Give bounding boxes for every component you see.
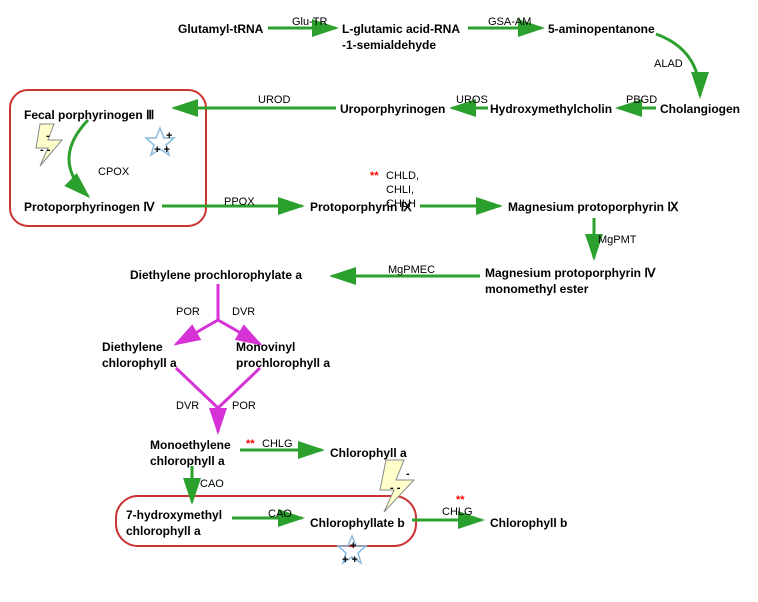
symbol-minus3: - <box>406 468 410 480</box>
enzyme-cao1: CAO <box>200 478 224 490</box>
node-diethylene-chloro1: Diethylene <box>102 340 163 354</box>
enzyme-chlg1-star: ** <box>246 438 255 450</box>
node-hydroxymethyl2: chlorophyll a <box>126 524 201 538</box>
enzyme-dvr2: DVR <box>176 400 199 412</box>
node-diethylene-chloro2: chlorophyll a <box>102 356 177 370</box>
enzyme-chlg2: CHLG <box>442 506 473 518</box>
enzyme-chlh: CHLH <box>386 198 416 210</box>
node-mg-proto-ester1: Magnesium protoporphyrin Ⅳ <box>485 266 655 280</box>
symbol-minus1: - <box>46 130 50 142</box>
node-lglutamic2: -1-semialdehyde <box>342 38 436 52</box>
enzyme-urod: UROD <box>258 94 290 106</box>
node-diethylene-prochloro: Diethylene prochlorophylate a <box>130 268 302 282</box>
enzyme-chlg2-star: ** <box>456 494 465 506</box>
node-chlorophyll-b: Chlorophyll b <box>490 516 567 530</box>
node-uroporphyrinogen: Uroporphyrinogen <box>340 102 445 116</box>
symbol-plus1: + <box>166 130 172 142</box>
enzyme-alad: ALAD <box>654 58 683 70</box>
enzyme-por1: POR <box>176 306 200 318</box>
enzyme-cpox: CPOX <box>98 166 129 178</box>
node-cholangiogen: Cholangiogen <box>660 102 740 116</box>
symbol-plus3: + <box>350 540 356 552</box>
enzyme-chld: CHLD, <box>386 170 419 182</box>
node-monoethylene2: chlorophyll a <box>150 454 225 468</box>
node-glutamyl-trna: Glutamyl-tRNA <box>178 22 263 36</box>
enzyme-mgpmt: MgPMT <box>598 234 637 246</box>
diagram-svg <box>0 0 758 602</box>
symbol-minus2: - - <box>40 144 50 156</box>
enzyme-glu-tr: Glu-TR <box>292 16 327 28</box>
node-hydroxymethylcholin: Hydroxymethylcholin <box>490 102 612 116</box>
node-monoethylene1: Monoethylene <box>150 438 231 452</box>
node-protoporphyrinogen: Protoporphyrinogen Ⅳ <box>24 200 154 214</box>
enzyme-ppox: PPOX <box>224 196 255 208</box>
node-mg-proto-ester2: monomethyl ester <box>485 282 588 296</box>
node-hydroxymethyl1: 7-hydroxymethyl <box>126 508 222 522</box>
enzyme-chlg1: CHLG <box>262 438 293 450</box>
symbol-minus4: - - <box>390 482 400 494</box>
node-lglutamic1: L-glutamic acid-RNA <box>342 22 460 36</box>
enzyme-gsa-am: GSA-AM <box>488 16 531 28</box>
node-chlorophyllate-b: Chlorophyllate b <box>310 516 405 530</box>
enzyme-chli: CHLI, <box>386 184 414 196</box>
node-aminopentanone: 5-aminopentanone <box>548 22 655 36</box>
enzyme-pbgd: PBGD <box>626 94 657 106</box>
node-monovinyl2: prochlorophyll a <box>236 356 330 370</box>
node-mg-protoporphyrin: Magnesium protoporphyrin Ⅸ <box>508 200 678 214</box>
enzyme-chld-star: ** <box>370 170 379 182</box>
enzyme-uros: UROS <box>456 94 488 106</box>
symbol-plus2: + + <box>154 144 170 156</box>
arrow <box>176 320 218 344</box>
enzyme-cao2: CAO <box>268 508 292 520</box>
enzyme-por2: POR <box>232 400 256 412</box>
node-fecal-porphyrinogen: Fecal porphyrinogen Ⅲ <box>24 108 154 122</box>
enzyme-mgpmec: MgPMEC <box>388 264 435 276</box>
node-chlorophyll-a: Chlorophyll a <box>330 446 407 460</box>
node-monovinyl1: Monovinyl <box>236 340 295 354</box>
symbol-plus4: + + <box>342 554 358 566</box>
enzyme-dvr1: DVR <box>232 306 255 318</box>
arrow-cpox <box>69 120 88 196</box>
